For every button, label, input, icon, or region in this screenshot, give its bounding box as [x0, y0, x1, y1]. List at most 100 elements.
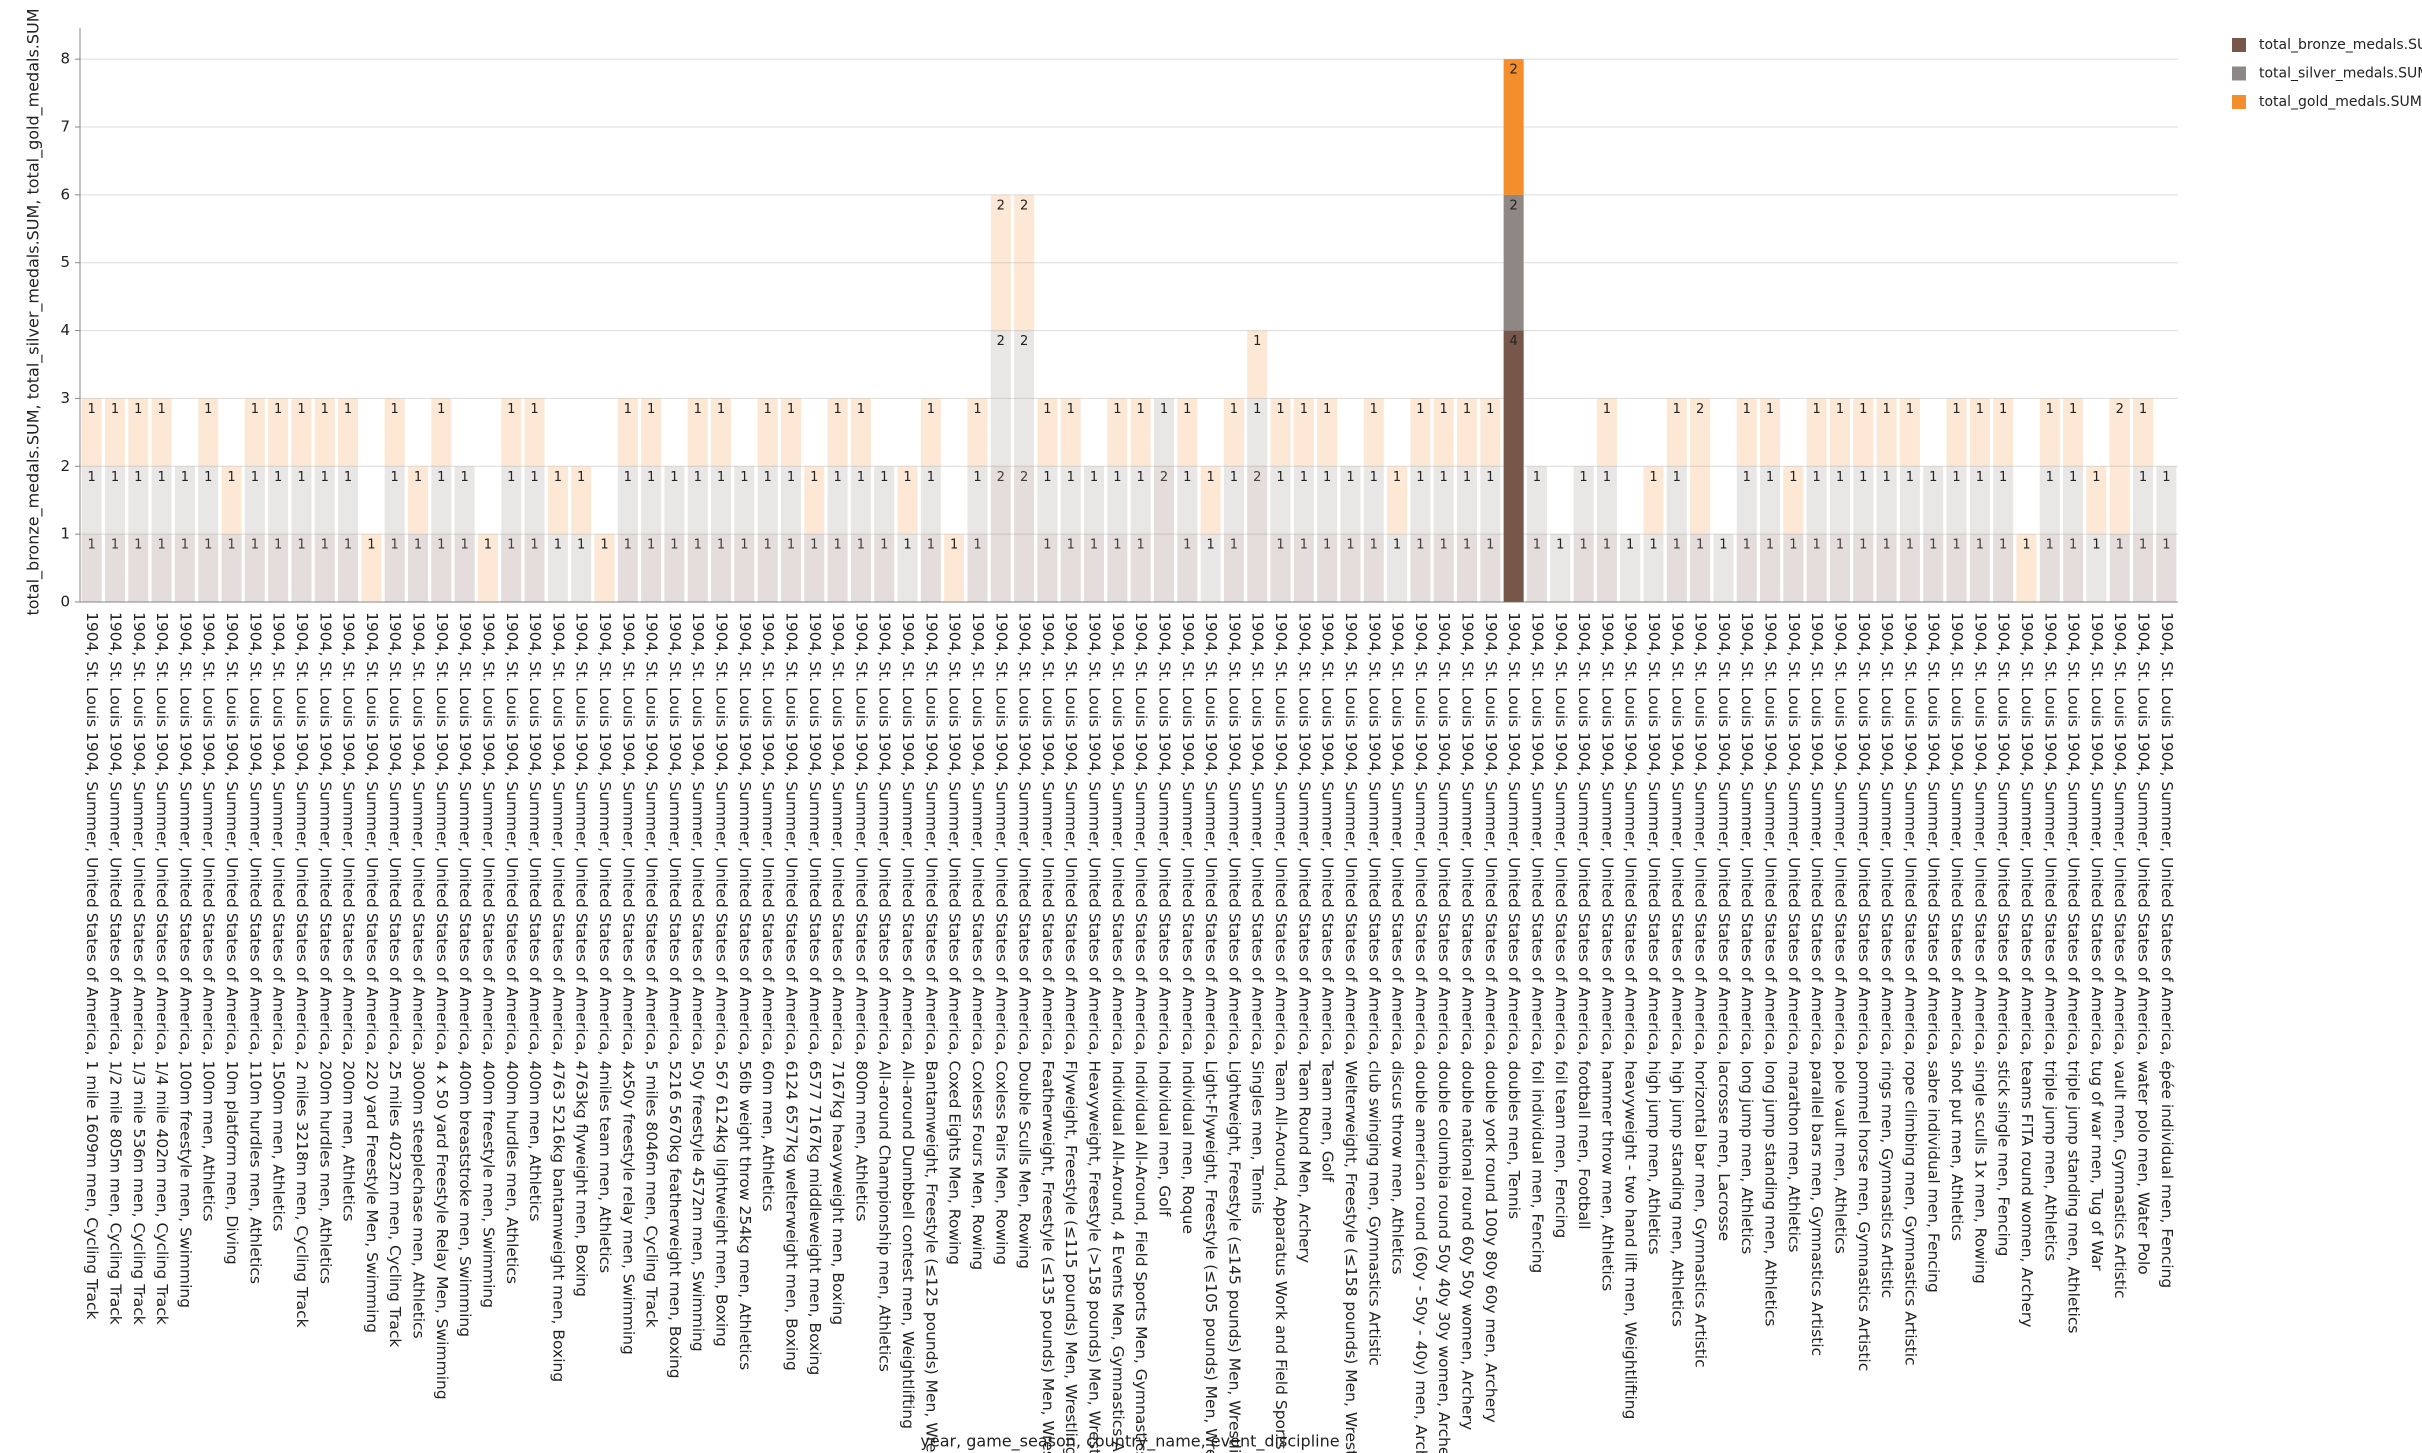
x-tick-label: 1904, St. Louis 1904, Summer, United Sta… [1062, 612, 1080, 1453]
value-label: 1 [973, 538, 981, 553]
value-label: 1 [787, 402, 795, 417]
value-label: 1 [111, 470, 119, 485]
bar-segment [338, 534, 359, 602]
bar-segment [1270, 466, 1291, 535]
x-tick-label: 1904, St. Louis 1904, Summer, United Sta… [829, 612, 847, 1325]
value-label: 1 [880, 470, 888, 485]
y-tick-label: 2 [60, 457, 70, 475]
value-label: 1 [157, 538, 165, 553]
bar-segment [1293, 534, 1314, 602]
x-tick-label: 1904, St. Louis 1904, Summer, United Sta… [1482, 612, 1500, 1423]
bar-segment [2133, 398, 2154, 467]
bar-segment [2133, 466, 2154, 535]
x-tick-label: 1904, St. Louis 1904, Summer, United Sta… [1225, 612, 1243, 1453]
y-tick-label: 0 [60, 593, 70, 611]
value-label: 1 [460, 470, 468, 485]
bar-segment [1876, 534, 1897, 602]
value-label: 1 [1999, 470, 2007, 485]
value-label: 1 [857, 402, 865, 417]
bar-segment [1760, 534, 1781, 602]
value-label: 1 [507, 538, 515, 553]
x-tick-label: 1904, St. Louis 1904, Summer, United Sta… [1295, 612, 1313, 1263]
bar-segment [1433, 398, 1454, 467]
bar-segment [1200, 534, 1221, 602]
value-label: 1 [1906, 470, 1914, 485]
x-tick-label: 1904, St. Louis 1904, Summer, United Sta… [2158, 612, 2176, 1288]
bar-segment [1876, 398, 1897, 467]
x-tick-label: 1904, St. Louis 1904, Summer, United Sta… [1645, 612, 1663, 1255]
value-label: 1 [647, 538, 655, 553]
value-label: 2 [997, 470, 1005, 485]
value-label: 1 [2046, 470, 2054, 485]
value-label: 1 [251, 470, 259, 485]
bar-segment [1200, 466, 1221, 535]
bar-segment [1247, 466, 1268, 602]
x-tick-label: 1904, St. Louis 1904, Summer, United Sta… [479, 612, 497, 1308]
bar-segment [1107, 534, 1128, 602]
x-tick-label: 1904, St. Louis 1904, Summer, United Sta… [2041, 612, 2059, 1261]
bar-segment [1969, 534, 1990, 602]
value-label: 1 [1043, 470, 1051, 485]
x-tick-label: 1904, St. Louis 1904, Summer, United Sta… [456, 612, 474, 1337]
value-label: 1 [1346, 470, 1354, 485]
value-label: 1 [1649, 538, 1657, 553]
value-label: 1 [1300, 402, 1308, 417]
bar-segment [384, 534, 405, 602]
value-label: 1 [1836, 538, 1844, 553]
bar-segment [711, 398, 732, 467]
x-tick-label: 1904, St. Louis 1904, Summer, United Sta… [270, 612, 288, 1231]
value-label: 1 [600, 538, 608, 553]
bar-segment [617, 466, 638, 535]
bar-segment [2109, 534, 2130, 602]
value-label: 1 [1579, 538, 1587, 553]
bar-segment [1713, 534, 1734, 602]
value-label: 1 [1952, 538, 1960, 553]
bar-segment [477, 534, 498, 602]
bar-segment [1993, 534, 2014, 602]
value-label: 1 [321, 470, 329, 485]
value-label: 1 [1929, 470, 1937, 485]
value-label: 1 [251, 402, 259, 417]
value-label: 1 [717, 470, 725, 485]
bar-segment [1084, 466, 1105, 535]
x-tick-label: 1904, St. Louis 1904, Summer, United Sta… [573, 612, 591, 1297]
bar-segment [2109, 398, 2130, 535]
bar-segment [1806, 534, 1827, 602]
value-label: 2 [1020, 470, 1028, 485]
value-label: 1 [1370, 470, 1378, 485]
value-label: 1 [1813, 538, 1821, 553]
x-tick-label: 1904, St. Louis 1904, Summer, United Sta… [1785, 612, 1803, 1253]
value-label: 1 [134, 402, 142, 417]
bar-segment [1853, 534, 1874, 602]
bar-segment [244, 534, 265, 602]
value-label: 1 [1673, 538, 1681, 553]
value-label: 1 [88, 538, 96, 553]
x-tick-label: 1904, St. Louis 1904, Summer, United Sta… [1948, 612, 1966, 1241]
bar-segment [501, 466, 522, 535]
value-label: 1 [1486, 538, 1494, 553]
value-label: 1 [1323, 470, 1331, 485]
bar-segment [1363, 398, 1384, 467]
x-tick-label: 1904, St. Louis 1904, Summer, United Sta… [1132, 612, 1150, 1453]
value-label: 1 [2092, 470, 2100, 485]
bar-segment [1503, 59, 1524, 195]
bar-segment [1899, 466, 1920, 535]
value-label: 1 [1533, 538, 1541, 553]
value-label: 1 [1230, 402, 1238, 417]
bar-segment [1760, 398, 1781, 467]
bar-segment [1666, 534, 1687, 602]
value-label: 1 [694, 402, 702, 417]
bar-segment [1596, 534, 1617, 602]
value-label: 1 [740, 538, 748, 553]
bar-segment [850, 398, 871, 467]
legend-swatch [2232, 38, 2246, 52]
value-label: 1 [1393, 470, 1401, 485]
value-label: 1 [1813, 470, 1821, 485]
value-label: 1 [577, 470, 585, 485]
value-label: 1 [1952, 402, 1960, 417]
value-label: 2 [2116, 402, 2124, 417]
bar-segment [1969, 466, 1990, 535]
bar-segment [2133, 534, 2154, 602]
value-label: 1 [1440, 470, 1448, 485]
y-tick-label: 6 [60, 185, 70, 203]
